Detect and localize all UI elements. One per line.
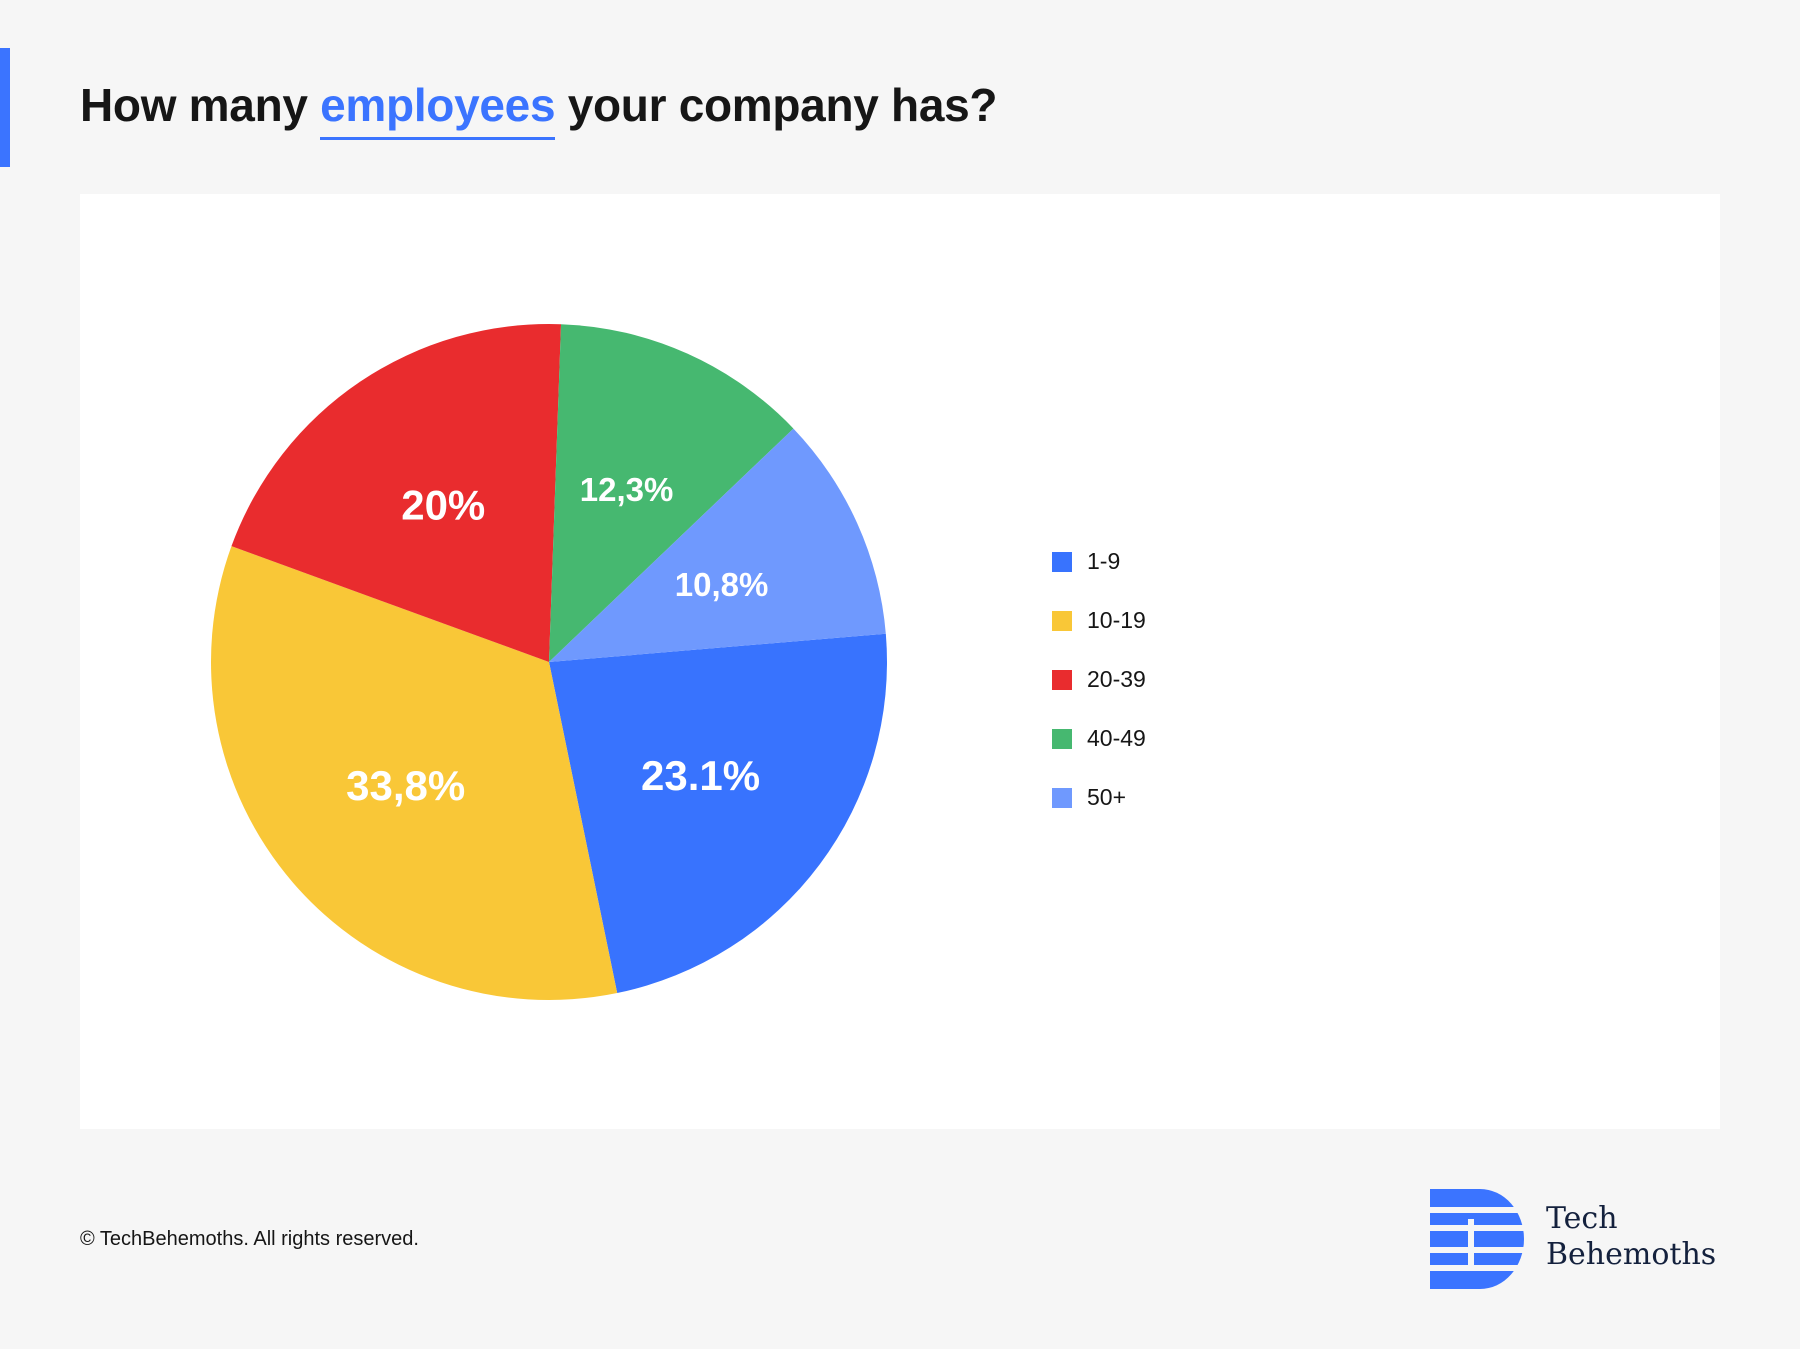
- legend-swatch: [1052, 728, 1072, 749]
- legend-item-20-39: 20-39: [1052, 650, 1146, 709]
- legend-swatch: [1052, 610, 1072, 631]
- slice-label-10-19: 33,8%: [346, 762, 465, 809]
- legend-swatch: [1052, 551, 1072, 572]
- logo-wordmark: Tech Behemoths: [1546, 1201, 1716, 1273]
- legend-label: 1-9: [1087, 548, 1121, 574]
- legend-label: 20-39: [1087, 666, 1146, 692]
- pie-chart: 23.1% 33,8% 20% 12,3% 10,8%: [210, 324, 887, 1000]
- logo-text-tech: Tech: [1546, 1201, 1618, 1236]
- slice-label-40-49: 12,3%: [580, 471, 674, 508]
- legend-swatch: [1052, 669, 1072, 690]
- legend-label: 50+: [1087, 784, 1127, 810]
- legend-swatch: [1052, 787, 1072, 808]
- chart-legend: 1-9 10-19 20-39 40-49 50+: [1052, 532, 1146, 827]
- logo-mark-icon: [1428, 1189, 1524, 1289]
- techbehemoths-logo: Tech Behemoths: [1428, 1189, 1728, 1289]
- slice-label-1-9: 23.1%: [641, 752, 760, 799]
- title-text-before: How many: [80, 79, 321, 131]
- logo-text-behemoths: Behemoths: [1546, 1237, 1717, 1272]
- title-highlight: employees: [320, 79, 556, 140]
- pie-slice-1-9: [549, 633, 887, 994]
- pie-slice-10-19: [210, 546, 618, 1000]
- slice-label-20-39: 20%: [401, 482, 485, 529]
- legend-item-50+: 50+: [1052, 768, 1146, 827]
- pie-slice-20-39: [231, 324, 562, 662]
- pie-slice-40-49: [549, 324, 794, 662]
- copyright-text: © TechBehemoths. All rights reserved.: [80, 1228, 419, 1250]
- legend-label: 40-49: [1087, 725, 1146, 751]
- pie-slice-50+: [549, 428, 886, 662]
- accent-bar: [0, 48, 10, 167]
- chart-panel: 23.1% 33,8% 20% 12,3% 10,8% 1-9 10-19 20-39 40-…: [80, 194, 1720, 1129]
- title-text-after: your company has?: [555, 79, 998, 131]
- legend-label: 10-19: [1087, 607, 1146, 633]
- page-title: How many employees your company has?: [80, 78, 998, 140]
- slice-label-50+: 10,8%: [675, 566, 769, 603]
- legend-item-10-19: 10-19: [1052, 591, 1146, 650]
- legend-item-1-9: 1-9: [1052, 532, 1146, 591]
- legend-item-40-49: 40-49: [1052, 709, 1146, 768]
